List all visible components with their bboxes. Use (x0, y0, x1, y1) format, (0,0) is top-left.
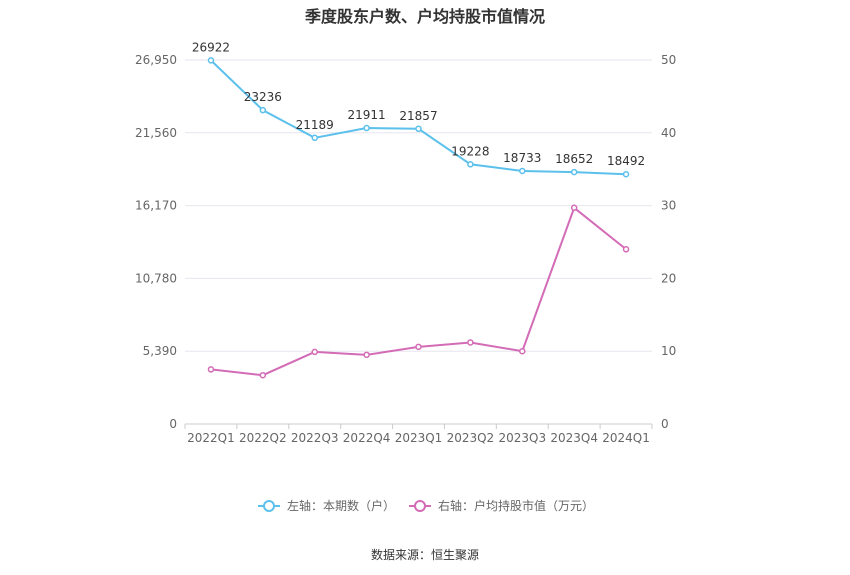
right-axis: 0 10 20 30 40 50 (661, 53, 676, 431)
x-tick-label: 2024Q1 (602, 431, 650, 445)
x-tick-label: 2022Q1 (187, 431, 235, 445)
data-point[interactable] (207, 366, 215, 373)
x-tick-label: 2023Q1 (395, 431, 443, 445)
x-tick-label: 2022Q4 (343, 431, 391, 445)
right-tick-label: 30 (661, 199, 676, 213)
legend-item[interactable]: 左轴：本期数（户） (258, 498, 395, 513)
data-point[interactable] (622, 246, 630, 253)
data-label: 21857 (399, 109, 437, 123)
left-axis: 0 5,390 10,780 16,170 21,560 26,950 (135, 53, 177, 431)
right-tick-label: 50 (661, 53, 676, 67)
data-point[interactable] (363, 351, 370, 359)
data-label: 21189 (296, 118, 334, 132)
data-point[interactable] (363, 124, 370, 132)
left-tick-label: 5,390 (143, 344, 177, 358)
data-label: 19228 (451, 144, 489, 158)
data-point[interactable] (259, 371, 267, 379)
legend-label: 左轴：本期数（户） (287, 498, 395, 513)
data-point[interactable] (415, 343, 422, 351)
chart-title: 季度股东户数、户均持股市值情况 (304, 7, 545, 26)
data-point[interactable] (311, 134, 318, 142)
x-tick-label: 2023Q2 (447, 431, 495, 445)
x-tick-label: 2022Q2 (239, 431, 287, 445)
data-label: 26922 (192, 40, 230, 54)
left-tick-label: 0 (169, 417, 177, 431)
data-point[interactable] (467, 161, 474, 168)
data-point[interactable] (415, 125, 422, 133)
data-point[interactable] (622, 170, 630, 178)
series-line-market-value (210, 206, 627, 377)
right-tick-label: 0 (661, 417, 669, 431)
data-point[interactable] (570, 204, 578, 212)
x-tick-label: 2023Q4 (550, 431, 598, 445)
data-point[interactable] (311, 348, 318, 356)
grid-lines (185, 59, 652, 425)
left-tick-label: 10,780 (135, 271, 177, 285)
data-point[interactable] (259, 106, 267, 114)
left-tick-label: 21,560 (135, 126, 177, 140)
data-label: 18652 (555, 152, 593, 166)
x-tick-label: 2023Q3 (498, 431, 546, 445)
data-point[interactable] (519, 347, 526, 355)
x-tick-label: 2022Q3 (291, 431, 339, 445)
legend: 左轴：本期数（户） 右轴：户均持股市值（万元） (258, 498, 594, 513)
data-point[interactable] (519, 167, 526, 175)
series-layer: 26922 23236 21189 21911 21857 19228 18733 18652… (192, 40, 645, 379)
data-point[interactable] (467, 339, 474, 346)
legend-label: 右轴：户均持股市值（万元） (438, 498, 594, 513)
legend-marker (263, 500, 275, 512)
legend-marker (414, 500, 426, 512)
right-tick-label: 20 (661, 271, 676, 285)
right-tick-label: 10 (661, 344, 676, 358)
data-label: 23236 (244, 90, 282, 104)
data-point[interactable] (570, 168, 578, 176)
data-label: 18492 (607, 154, 645, 168)
x-axis: 2022Q1 2022Q2 2022Q3 2022Q4 2023Q1 2023Q2 2023… (184, 424, 653, 445)
data-source: 数据来源：恒生聚源 (371, 547, 479, 562)
legend-item[interactable]: 右轴：户均持股市值（万元） (409, 498, 594, 513)
right-tick-label: 40 (661, 126, 676, 140)
data-label: 18733 (503, 151, 541, 165)
data-label: 21911 (348, 108, 386, 122)
data-point[interactable] (207, 57, 215, 64)
left-tick-label: 16,170 (135, 199, 177, 213)
left-tick-label: 26,950 (135, 53, 177, 67)
